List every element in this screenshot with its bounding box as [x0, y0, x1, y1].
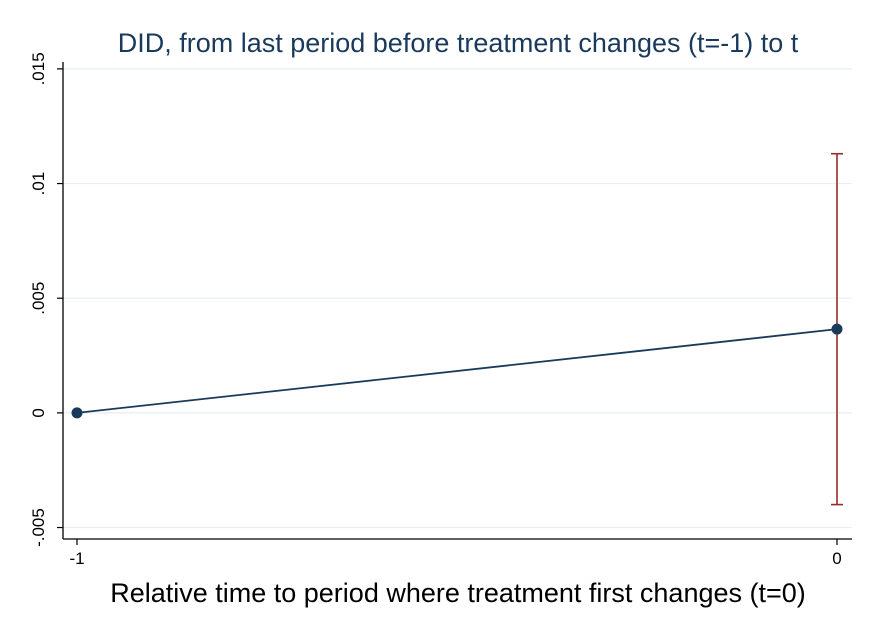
x-ticks: -1 0 [69, 539, 842, 568]
axes [62, 62, 852, 540]
series-line [76, 328, 838, 414]
gridlines [63, 68, 852, 529]
data-point [831, 323, 843, 335]
x-tick-label: 0 [832, 549, 841, 568]
y-tick-label: .01 [29, 172, 48, 196]
data-point [71, 407, 83, 419]
y-tick-label: .015 [29, 52, 48, 85]
y-tick-label: 0 [29, 408, 48, 417]
y-tick-label: .005 [29, 282, 48, 315]
series-points [71, 323, 843, 419]
chart-title: DID, from last period before treatment c… [118, 28, 799, 58]
x-axis-label: Relative time to period where treatment … [110, 578, 806, 608]
series-lines [76, 328, 838, 414]
y-ticks: -.005 0 .005 .01 .015 [29, 52, 63, 547]
y-tick-label: -.005 [29, 508, 48, 547]
x-tick-label: -1 [69, 549, 84, 568]
